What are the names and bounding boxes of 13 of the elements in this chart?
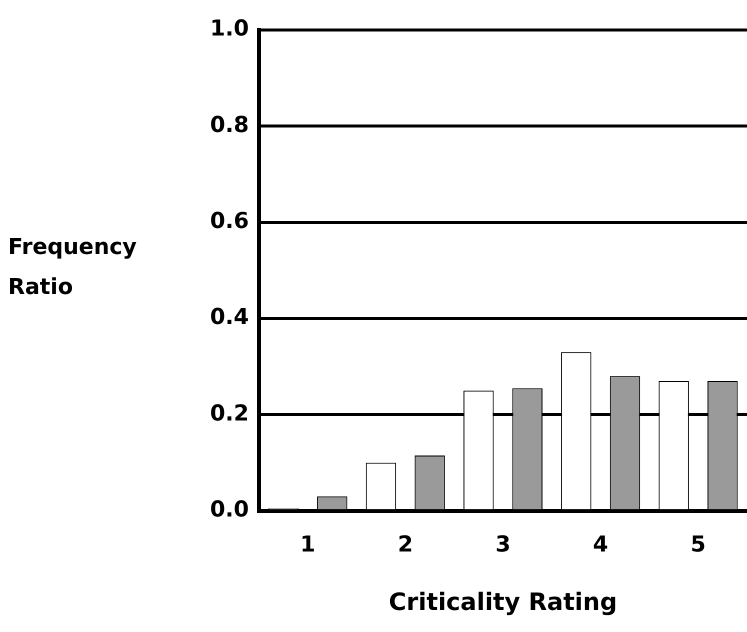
y-tick-label: 0.8	[210, 112, 249, 138]
x-tick-label: 5	[690, 532, 706, 558]
x-axis-title: Criticality Rating	[388, 588, 618, 616]
x-tick-label: 2	[398, 532, 414, 558]
y-tick-label: 0.6	[210, 209, 249, 234]
y-axis-title: Frequency Ratio	[8, 234, 138, 302]
y-tick-label: 0.0	[210, 498, 249, 523]
x-tick-label: 3	[495, 532, 511, 558]
y-tick-label: 1.0	[210, 16, 249, 42]
x-tick-label: 1	[300, 532, 316, 558]
x-tick-label: 4	[592, 532, 608, 558]
y-tick-label: 0.2	[210, 401, 249, 426]
y-tick-label: 0.4	[210, 305, 249, 330]
